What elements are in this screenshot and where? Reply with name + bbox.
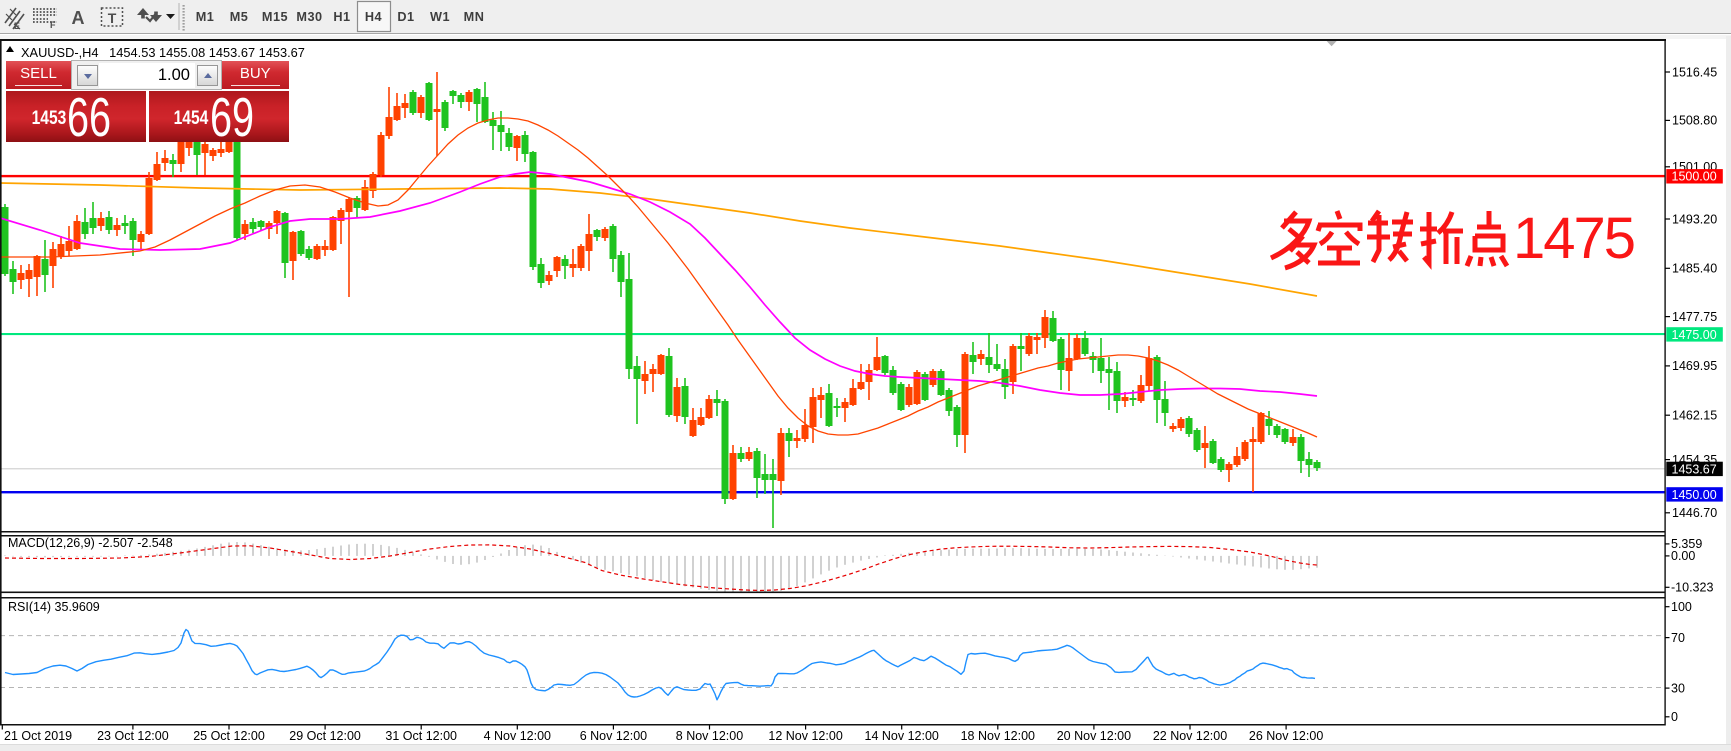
svg-text:M1: M1 <box>196 10 215 24</box>
svg-text:MN: MN <box>464 10 485 24</box>
svg-text:30: 30 <box>1671 681 1685 695</box>
svg-text:F: F <box>50 20 56 30</box>
svg-text:18 Nov 12:00: 18 Nov 12:00 <box>961 729 1035 743</box>
svg-text:26 Nov 12:00: 26 Nov 12:00 <box>1249 729 1323 743</box>
svg-text:1475.00: 1475.00 <box>1672 328 1717 342</box>
svg-text:1516.45: 1516.45 <box>1672 65 1717 79</box>
svg-text:E: E <box>14 21 20 31</box>
svg-text:8 Nov 12:00: 8 Nov 12:00 <box>676 729 743 743</box>
svg-text:RSI(14) 35.9609: RSI(14) 35.9609 <box>8 600 100 614</box>
svg-text:1453.67: 1453.67 <box>1672 462 1717 476</box>
svg-text:21 Oct 2019: 21 Oct 2019 <box>4 729 72 743</box>
svg-text:M30: M30 <box>296 10 322 24</box>
svg-text:20 Nov 12:00: 20 Nov 12:00 <box>1057 729 1131 743</box>
svg-text:1508.80: 1508.80 <box>1672 114 1717 128</box>
svg-text:4 Nov 12:00: 4 Nov 12:00 <box>484 729 551 743</box>
svg-text:23 Oct 12:00: 23 Oct 12:00 <box>97 729 169 743</box>
svg-text:70: 70 <box>1671 631 1685 645</box>
svg-text:1469.95: 1469.95 <box>1672 359 1717 373</box>
svg-text:-10.323: -10.323 <box>1671 581 1713 595</box>
svg-text:0.00: 0.00 <box>1671 549 1695 563</box>
svg-text:5.359: 5.359 <box>1671 537 1702 551</box>
svg-text:1493.20: 1493.20 <box>1672 212 1717 226</box>
svg-text:1462.15: 1462.15 <box>1672 409 1717 423</box>
svg-text:1477.75: 1477.75 <box>1672 310 1717 324</box>
svg-text:H4: H4 <box>365 10 382 24</box>
svg-text:1485.40: 1485.40 <box>1672 262 1717 276</box>
svg-text:31 Oct 12:00: 31 Oct 12:00 <box>385 729 457 743</box>
svg-text:W1: W1 <box>430 10 450 24</box>
svg-text:25 Oct 12:00: 25 Oct 12:00 <box>193 729 265 743</box>
svg-text:1500.00: 1500.00 <box>1672 170 1717 184</box>
svg-text:M5: M5 <box>230 10 249 24</box>
svg-text:14 Nov 12:00: 14 Nov 12:00 <box>865 729 939 743</box>
svg-text:M15: M15 <box>262 10 288 24</box>
svg-text:T: T <box>108 10 117 26</box>
svg-text:100: 100 <box>1671 600 1692 614</box>
svg-text:A: A <box>72 8 85 28</box>
svg-text:22 Nov 12:00: 22 Nov 12:00 <box>1153 729 1227 743</box>
svg-text:MACD(12,26,9) -2.507 -2.548: MACD(12,26,9) -2.507 -2.548 <box>8 536 173 550</box>
svg-text:D1: D1 <box>397 10 414 24</box>
svg-text:1450.00: 1450.00 <box>1672 488 1717 502</box>
svg-text:H1: H1 <box>333 10 350 24</box>
svg-text:1446.70: 1446.70 <box>1672 506 1717 520</box>
svg-text:29 Oct 12:00: 29 Oct 12:00 <box>289 729 361 743</box>
svg-text:12 Nov 12:00: 12 Nov 12:00 <box>768 729 842 743</box>
svg-text:6 Nov 12:00: 6 Nov 12:00 <box>580 729 647 743</box>
svg-text:0: 0 <box>1671 710 1678 724</box>
svg-text:1475: 1475 <box>1513 206 1634 271</box>
